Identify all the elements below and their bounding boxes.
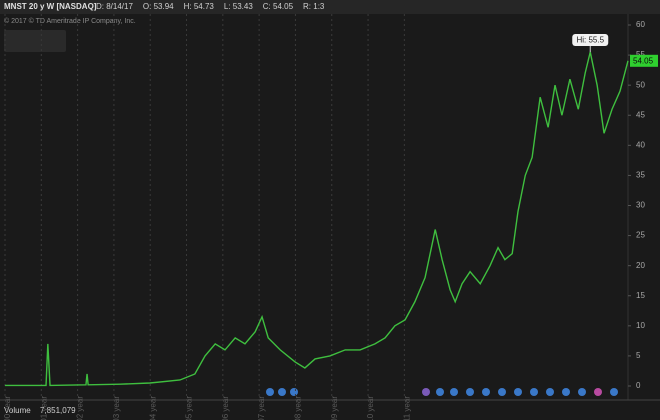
x-tick-label: 2002 year xyxy=(76,396,85,420)
copyright: © 2017 © TD Ameritrade IP Company, Inc. xyxy=(4,17,136,25)
quote-item: O: 53.94 xyxy=(143,2,174,11)
chart-title: MNST 20 y W [NASDAQ] xyxy=(4,2,97,11)
volume-value: 7,851,079 xyxy=(40,406,76,415)
quote-item: L: 53.43 xyxy=(224,2,253,11)
x-tick-label: 2004 year xyxy=(148,396,157,420)
x-tick-label: 2011 year xyxy=(402,396,411,420)
y-tick-label: 5 xyxy=(636,351,641,360)
x-tick-label: 2003 year xyxy=(112,396,121,420)
quote-item: D: 8/14/17 xyxy=(96,2,133,11)
hi-label: Hi: 55.5 xyxy=(576,36,604,45)
y-tick-label: 25 xyxy=(636,231,645,240)
y-tick-label: 15 xyxy=(636,291,645,300)
x-tick-label: 2005 year xyxy=(185,396,194,420)
y-tick-label: 55 xyxy=(636,50,645,59)
x-tick-label: 2000 year xyxy=(3,396,12,420)
y-tick-label: 45 xyxy=(636,110,645,119)
x-tick-label: 2001 year xyxy=(39,396,48,420)
quote-item: R: 1:3 xyxy=(303,2,325,11)
event-icons xyxy=(266,388,618,396)
price-line xyxy=(5,51,629,387)
logo xyxy=(4,30,66,52)
y-tick-label: 10 xyxy=(636,321,645,330)
y-tick-label: 50 xyxy=(636,80,645,89)
last-price-label: 54.05 xyxy=(633,56,654,65)
y-tick-label: 35 xyxy=(636,171,645,180)
x-tick-label: 2010 year xyxy=(366,396,375,420)
last-price-box xyxy=(630,54,658,67)
header-bar xyxy=(0,0,660,14)
x-tick-label: 2008 year xyxy=(294,396,303,420)
x-tick-label: 2009 year xyxy=(330,396,339,420)
x-tick-label: 2006 year xyxy=(221,396,230,420)
y-tick-label: 0 xyxy=(636,381,641,390)
hi-bubble xyxy=(572,34,609,46)
quote-item: C: 54.05 xyxy=(263,2,294,11)
y-tick-label: 60 xyxy=(636,20,645,29)
y-tick-label: 20 xyxy=(636,261,645,270)
quote-item: H: 54.73 xyxy=(184,2,215,11)
volume-title: Volume xyxy=(4,406,31,415)
y-tick-label: 40 xyxy=(636,140,645,149)
y-tick-label: 30 xyxy=(636,201,645,210)
x-tick-label: 2007 year xyxy=(257,396,266,420)
